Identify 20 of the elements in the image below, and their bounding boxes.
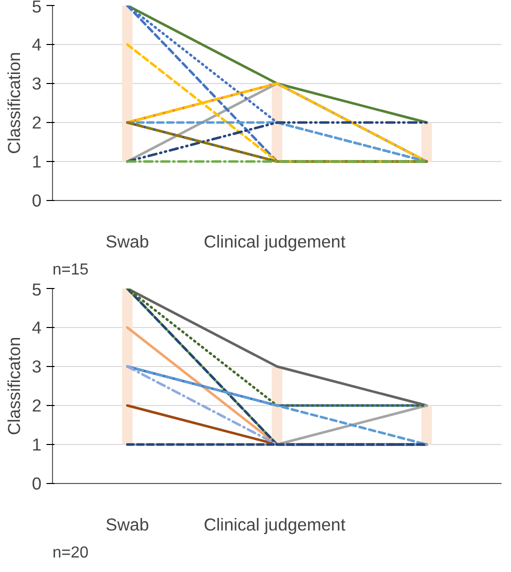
x-tick-label: Swab — [106, 514, 150, 534]
text: n=20 — [52, 544, 89, 562]
y-axis-title: Classification — [4, 52, 24, 154]
y-tick-label: 0 — [32, 474, 42, 494]
y-tick-label: 5 — [32, 0, 42, 16]
x-tick-label: Clinical judgement — [204, 232, 346, 252]
y-tick-label: 3 — [32, 74, 42, 94]
x-tick-label: Clinical judgement — [204, 514, 346, 534]
y-tick-label: 1 — [32, 434, 42, 454]
y-tick-label: 2 — [32, 396, 42, 416]
y-axis-title: Classificaton — [4, 336, 24, 436]
y-tick-label: 4 — [32, 34, 42, 54]
text: n=15 — [52, 262, 89, 278]
y-tick-label: 2 — [32, 112, 42, 132]
y-tick-label: 5 — [32, 280, 42, 300]
y-tick-label: 1 — [32, 152, 42, 172]
y-tick-label: 3 — [32, 356, 42, 376]
y-tick-label: 4 — [32, 318, 42, 338]
y-tick-label: 0 — [32, 190, 42, 210]
x-tick-label: Swab — [106, 232, 150, 252]
